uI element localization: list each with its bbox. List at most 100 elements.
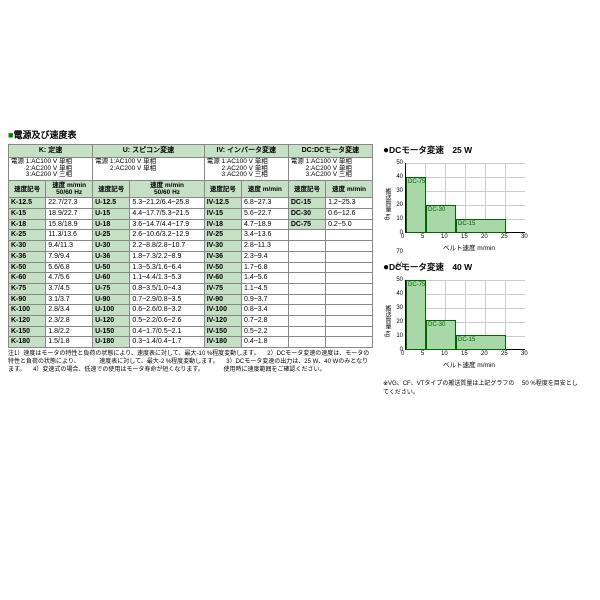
table-row: K-1501.8/2.2U-1500.4~1.7/0.5~2.1IV-1500.…: [9, 326, 373, 337]
table-cell: K-180: [9, 337, 46, 348]
table-cell: [288, 337, 325, 348]
table-cell: 3.6~14.7/4.4~17.9: [130, 219, 204, 230]
table-cell: [288, 230, 325, 241]
table-cell: 1.8/2.2: [46, 326, 93, 337]
table-cell: [288, 326, 325, 337]
x-axis-label: ベルト速度 m/min: [443, 359, 495, 369]
table-cell: U-50: [93, 262, 130, 273]
notes: 注1）速度はモータの特性と負荷の状態により、速度表に対して、最大-10 %程度変…: [8, 351, 373, 374]
table-cell: [326, 230, 373, 241]
table-cell: [288, 273, 325, 284]
table-cell: K-60: [9, 273, 46, 284]
table-cell: [288, 315, 325, 326]
table-row: K-1002.8/3.4U-1000.6~2.6/0.8~3.2IV-1000.…: [9, 305, 373, 316]
table-cell: 2.2~8.8/2.8~10.7: [130, 241, 204, 252]
table-cell: K-75: [9, 283, 46, 294]
table-cell: 0.4~1.7/0.5~2.1: [130, 326, 204, 337]
table-cell: U-75: [93, 283, 130, 294]
power-source-cell: 電源 1:AC100 V 単相 2:AC200 V 単相 3:AC200 V 三…: [204, 157, 288, 180]
chart-footnote: ※VG、CF、VTタイプの搬送質量は上記グラフの 50 %程度を目安としてくださ…: [383, 378, 583, 396]
y-tick: 50: [395, 277, 403, 283]
table-cell: U-25: [93, 230, 130, 241]
speed-table: K: 定速U: スピコン変速IV: インバータ変速DC:DCモータ変速 電源 1…: [8, 144, 373, 348]
table-cell: K-15: [9, 209, 46, 220]
table-cell: IV-75: [204, 283, 241, 294]
table-cell: IV-150: [204, 326, 241, 337]
table-row: K-367.9/9.4U-361.8~7.3/2.2~8.9IV-362.3~9…: [9, 251, 373, 262]
table-cell: IV-100: [204, 305, 241, 316]
table-row: K-903.1/3.7U-900.7~2.9/0.8~3.5IV-900.9~3…: [9, 294, 373, 305]
table-cell: U-180: [93, 337, 130, 348]
table-cell: [326, 283, 373, 294]
table-cell: [326, 241, 373, 252]
table-cell: IV-60: [204, 273, 241, 284]
table-cell: [288, 283, 325, 294]
table-cell: 1.1~4.5: [241, 283, 288, 294]
table-cell: 1.5/1.8: [46, 337, 93, 348]
step-label: DC-75: [408, 179, 425, 185]
table-cell: 9.4/11.3: [46, 241, 93, 252]
page-title: ■電源及び速度表: [8, 128, 592, 141]
table-cell: 1.1~4.4/1.3~5.3: [130, 273, 204, 284]
table-cell: K-50: [9, 262, 46, 273]
column-header: 速度記号: [204, 181, 241, 198]
table-cell: IV-18: [204, 219, 241, 230]
table-cell: K-36: [9, 251, 46, 262]
group-header: K: 定速: [9, 145, 93, 158]
table-cell: DC-30: [288, 209, 325, 220]
table-cell: [326, 273, 373, 284]
table-cell: K-25: [9, 230, 46, 241]
x-tick: 0: [401, 351, 404, 357]
table-cell: IV-25: [204, 230, 241, 241]
y-tick: 10: [395, 216, 403, 222]
table-cell: 0.7~2.9/0.8~3.5: [130, 294, 204, 305]
table-cell: U-150: [93, 326, 130, 337]
table-cell: K-90: [9, 294, 46, 305]
table-row: K-1202.3/2.8U-1200.5~2.2/0.6~2.6IV-1200.…: [9, 315, 373, 326]
table-cell: 0.7~2.8: [241, 315, 288, 326]
table-cell: 3.7/4.5: [46, 283, 93, 294]
x-tick: 15: [461, 234, 468, 240]
table-cell: U-12.5: [93, 198, 130, 209]
table-cell: U-90: [93, 294, 130, 305]
table-cell: 0.3~1.4/0.4~1.7: [130, 337, 204, 348]
chart1: DC-75DC-30DC-15搬送質量 kg010203040500510152…: [383, 158, 538, 253]
y-tick: 20: [395, 202, 403, 208]
step-label: DC-30: [428, 322, 445, 328]
table-row: K-753.7/4.5U-750.8~3.5/1.0~4.3IV-751.1~4…: [9, 283, 373, 294]
table-cell: U-60: [93, 273, 130, 284]
table-cell: 0.5~2.2: [241, 326, 288, 337]
y-tick: 50: [395, 160, 403, 166]
chart2-title: ●DCモータ変速 40 W: [383, 261, 583, 273]
table-cell: IV-12.5: [204, 198, 241, 209]
column-header: 速度 m/min 50/60 Hz: [130, 181, 204, 198]
column-header: 速度記号: [93, 181, 130, 198]
group-header: U: スピコン変速: [93, 145, 205, 158]
chart1-title: ●DCモータ変速 25 W: [383, 144, 583, 156]
table-cell: 0.6~12.6: [326, 209, 373, 220]
table-cell: U-36: [93, 251, 130, 262]
table-cell: 0.4~1.8: [241, 337, 288, 348]
table-cell: 3.1/3.7: [46, 294, 93, 305]
table-cell: U-120: [93, 315, 130, 326]
table-cell: 4.4~17.7/5.3~21.5: [130, 209, 204, 220]
table-cell: K-18: [9, 219, 46, 230]
table-cell: K-30: [9, 241, 46, 252]
x-tick: 10: [441, 351, 448, 357]
step-label: DC-75: [408, 282, 425, 288]
table-cell: 4.7~18.9: [241, 219, 288, 230]
table-cell: 0.5~2.2/0.6~2.6: [130, 315, 204, 326]
table-cell: 1.8~7.3/2.2~8.9: [130, 251, 204, 262]
x-tick: 5: [421, 234, 424, 240]
step-label: DC-15: [458, 221, 475, 227]
table-cell: IV-90: [204, 294, 241, 305]
table-cell: DC-75: [288, 219, 325, 230]
power-source-cell: 電源 1:AC100 V 単相 2:AC200 V 単相 3:AC200 V 三…: [9, 157, 93, 180]
table-cell: U-100: [93, 305, 130, 316]
table-cell: 1.7~6.8: [241, 262, 288, 273]
table-row: K-505.6/6.8U-501.3~5.3/1.6~6.4IV-501.7~6…: [9, 262, 373, 273]
table-cell: [326, 337, 373, 348]
table-cell: 4.7/5.6: [46, 273, 93, 284]
group-header: DC:DCモータ変速: [288, 145, 372, 158]
column-header: 速度 m/min 50/60 Hz: [46, 181, 93, 198]
